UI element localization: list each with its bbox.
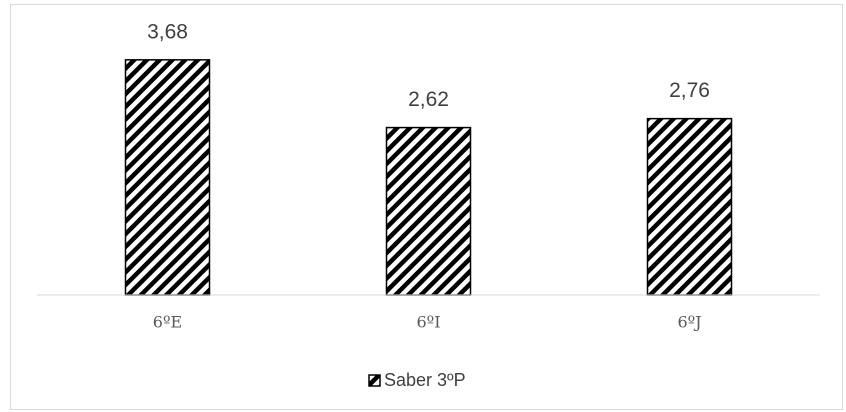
bar bbox=[646, 117, 733, 296]
value-label: 2,62 bbox=[408, 88, 449, 111]
bar bbox=[124, 59, 211, 296]
x-tick-label: 6ºJ bbox=[677, 313, 701, 332]
value-label: 3,68 bbox=[147, 20, 188, 43]
bar bbox=[385, 126, 472, 296]
value-label: 2,76 bbox=[669, 79, 710, 102]
x-tick-label: 6ºI bbox=[416, 313, 440, 332]
legend-swatch bbox=[368, 374, 381, 387]
x-tick-label: 6ºE bbox=[153, 313, 182, 332]
legend-label: Saber 3ºP bbox=[384, 370, 466, 390]
